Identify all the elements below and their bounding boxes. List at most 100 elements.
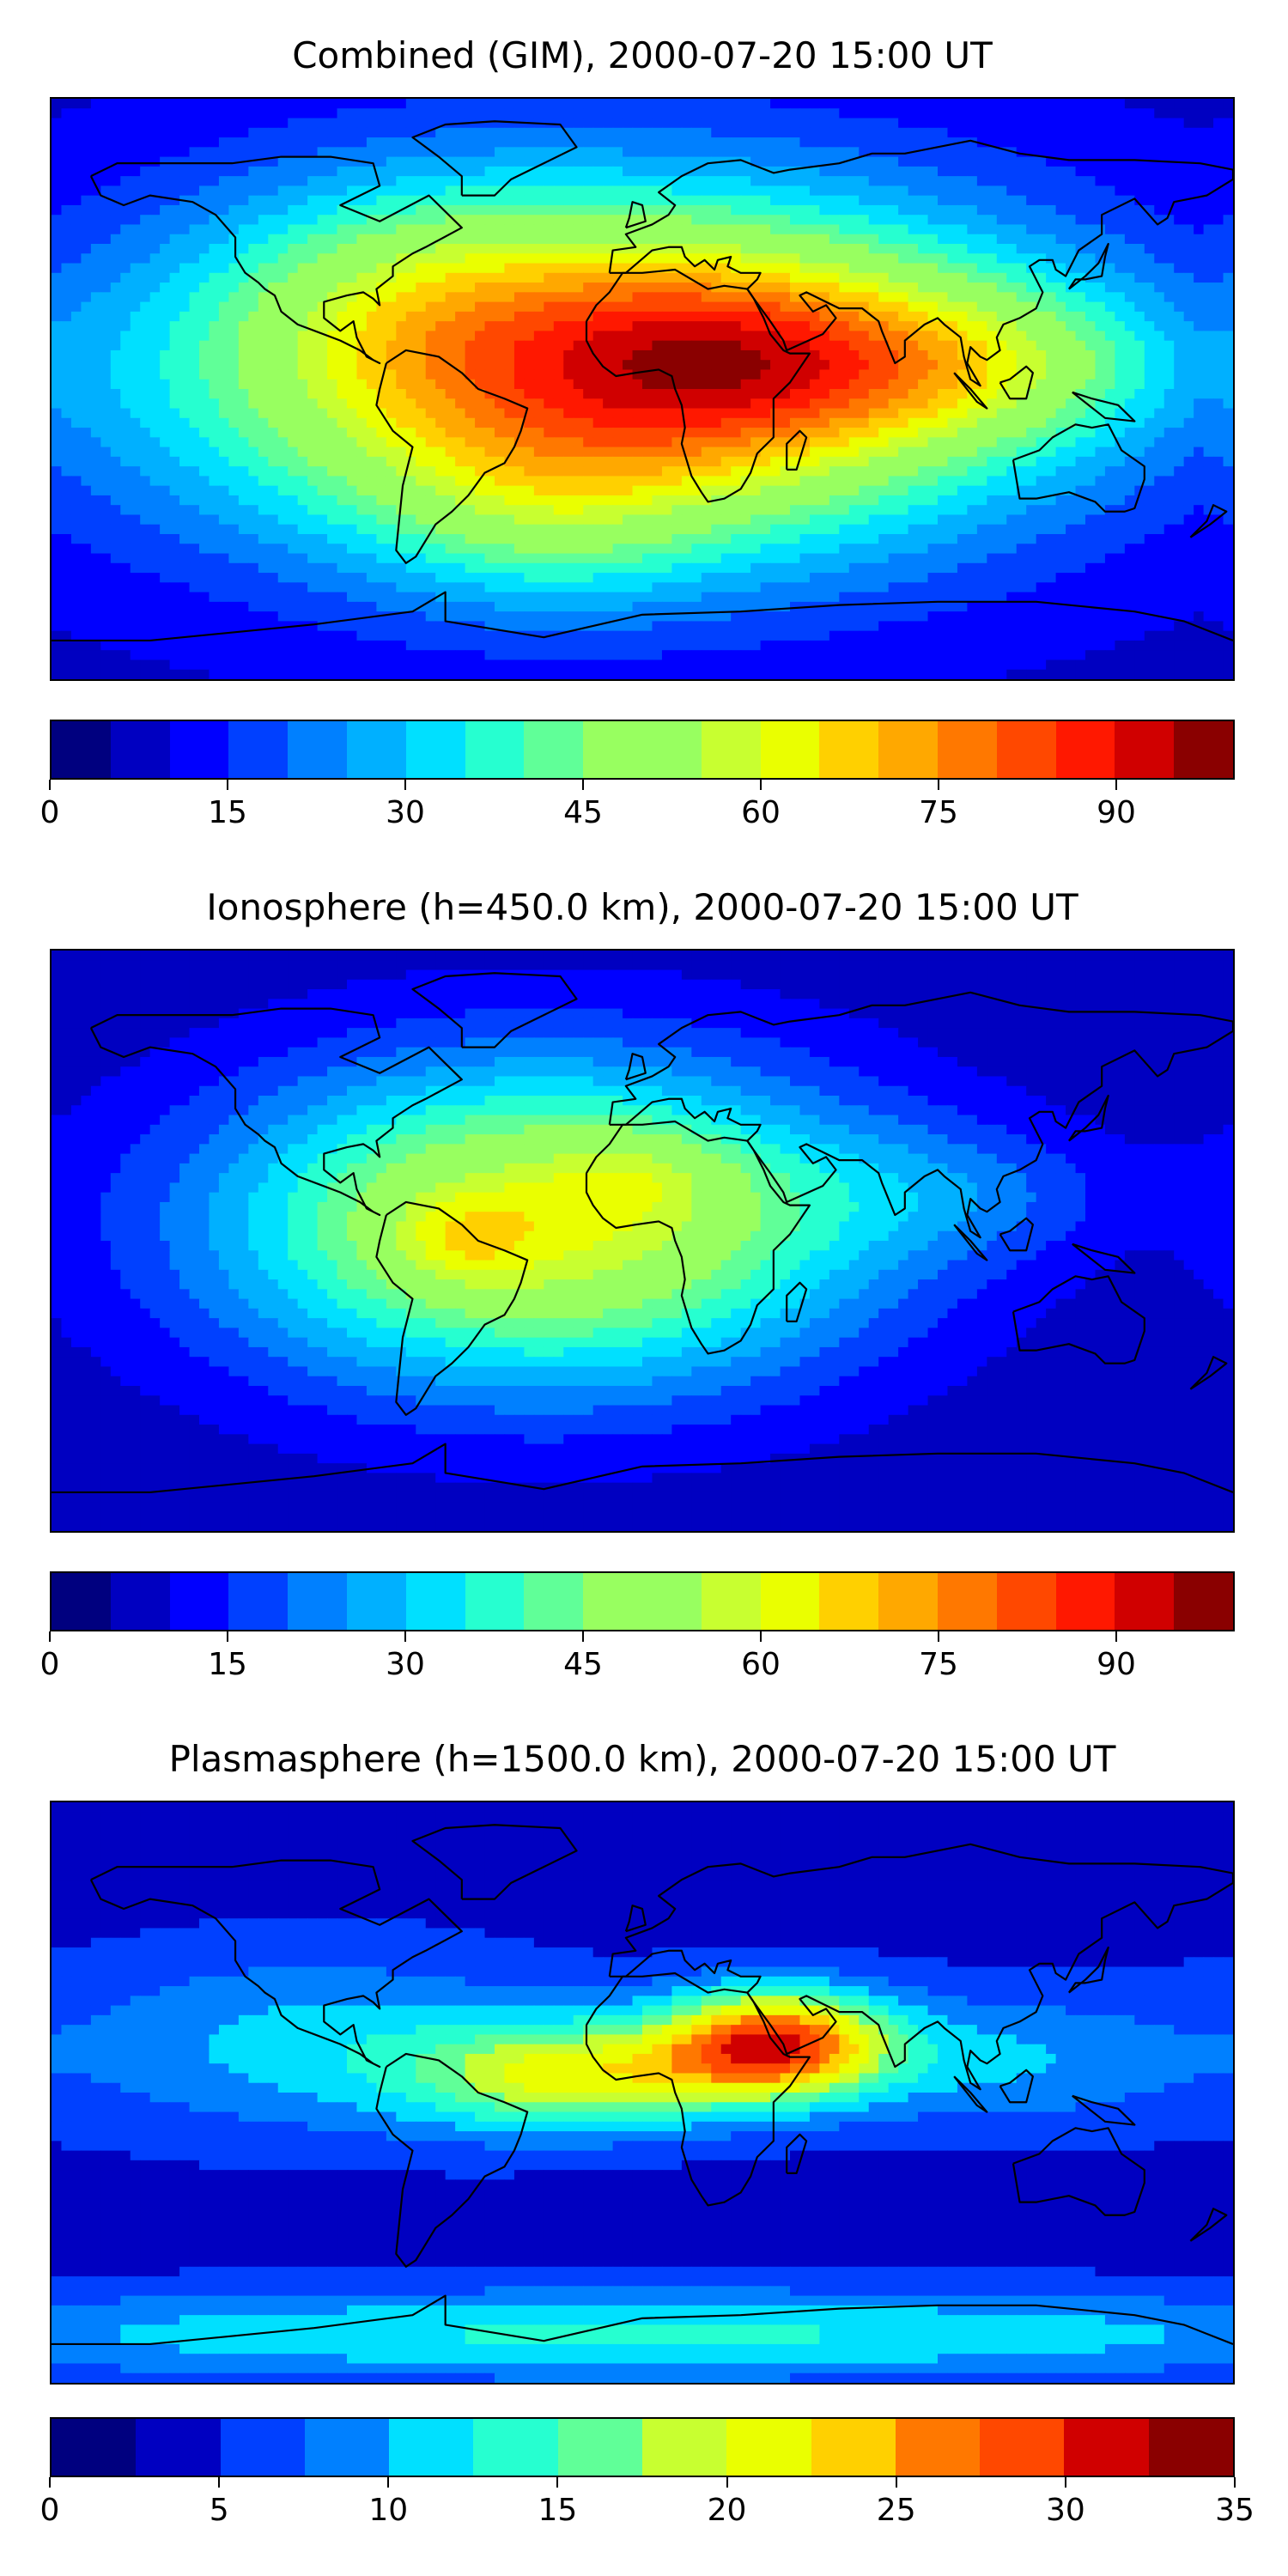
contour-cell <box>1124 215 1135 226</box>
contour-cell <box>868 127 879 138</box>
contour-cell <box>81 108 92 119</box>
contour-cell <box>1075 137 1086 148</box>
contour-cell <box>642 417 653 428</box>
contour-cell <box>248 99 259 109</box>
contour-cell <box>1006 301 1018 313</box>
contour-cell <box>632 137 643 148</box>
contour-cell <box>513 456 525 467</box>
contour-cell <box>642 398 653 410</box>
contour-cell <box>927 176 939 186</box>
contour-cell <box>1075 360 1086 371</box>
contour-cell <box>258 331 269 342</box>
contour-cell <box>1154 108 1165 119</box>
contour-cell <box>976 311 987 322</box>
contour-cell <box>839 301 850 313</box>
contour-cell <box>140 156 151 167</box>
contour-cell <box>1085 485 1097 496</box>
contour-cell <box>642 466 653 477</box>
contour-cell <box>976 127 987 138</box>
contour-cell <box>938 466 949 477</box>
contour-cell <box>632 301 643 313</box>
contour-cell <box>1036 147 1047 158</box>
contour-cell <box>544 137 555 148</box>
contour-cell <box>445 331 456 342</box>
contour-cell <box>1095 360 1106 371</box>
contour-cell <box>533 321 544 331</box>
contour-cell <box>711 204 722 216</box>
contour-cell <box>1075 283 1086 293</box>
contour-cell <box>130 272 141 283</box>
contour-cell <box>218 108 229 119</box>
contour-cell <box>1016 234 1027 245</box>
contour-cell <box>475 417 486 428</box>
contour-cell <box>277 176 289 186</box>
contour-cell <box>218 340 229 351</box>
contour-cell <box>288 408 299 419</box>
contour-cell <box>52 166 63 177</box>
contour-cell <box>268 379 279 390</box>
contour-cell <box>947 379 958 390</box>
contour-cell <box>612 176 623 186</box>
contour-cell <box>573 311 584 322</box>
contour-cell <box>908 224 919 235</box>
contour-cell <box>396 272 407 283</box>
contour-cell <box>1036 311 1047 322</box>
contour-cell <box>1085 389 1097 399</box>
contour-cell <box>405 147 416 158</box>
contour-cell <box>100 340 112 351</box>
contour-cell <box>908 137 919 148</box>
contour-cell <box>1213 127 1224 138</box>
panel-1-filled-contours <box>52 99 1233 679</box>
contour-cell <box>661 476 672 487</box>
contour-cell <box>416 408 427 419</box>
contour-cell <box>1016 379 1027 390</box>
contour-cell <box>189 301 200 313</box>
contour-cell <box>1154 311 1165 322</box>
contour-cell <box>868 292 879 303</box>
contour-cell <box>987 379 998 390</box>
contour-cell <box>100 118 112 129</box>
contour-cell <box>938 137 949 148</box>
contour-cell <box>1194 234 1205 245</box>
contour-cell <box>888 234 899 245</box>
contour-cell <box>760 408 771 419</box>
contour-cell <box>592 99 604 109</box>
contour-cell <box>297 118 308 129</box>
contour-cell <box>1046 408 1057 419</box>
contour-cell <box>1085 234 1097 245</box>
contour-cell <box>809 108 820 119</box>
contour-cell <box>918 340 929 351</box>
contour-cell <box>701 447 712 458</box>
contour-cell <box>563 99 574 109</box>
contour-cell <box>1006 204 1018 216</box>
contour-cell <box>347 311 358 322</box>
contour-cell <box>1134 389 1145 399</box>
contour-cell <box>268 321 279 331</box>
contour-cell <box>475 437 486 448</box>
contour-cell <box>740 389 751 399</box>
contour-cell <box>248 127 259 138</box>
contour-cell <box>898 340 909 351</box>
contour-cell <box>1055 360 1066 371</box>
contour-cell <box>81 437 92 448</box>
contour-cell <box>799 321 811 331</box>
contour-cell <box>179 99 191 109</box>
contour-cell <box>317 283 328 293</box>
contour-cell <box>455 466 466 477</box>
contour-cell <box>228 476 240 487</box>
contour-cell <box>524 301 535 313</box>
contour-cell <box>1095 340 1106 351</box>
contour-cell <box>405 244 416 254</box>
contour-cell <box>859 204 870 216</box>
contour-cell <box>1036 272 1047 283</box>
contour-cell <box>770 195 781 206</box>
contour-cell <box>504 379 515 390</box>
contour-cell <box>573 340 584 351</box>
contour-cell <box>70 108 82 119</box>
contour-cell <box>524 447 535 458</box>
contour-cell <box>376 108 387 119</box>
contour-cell <box>1223 204 1233 216</box>
contour-cell <box>544 398 555 410</box>
contour-cell <box>681 417 692 428</box>
contour-cell <box>1026 447 1037 458</box>
